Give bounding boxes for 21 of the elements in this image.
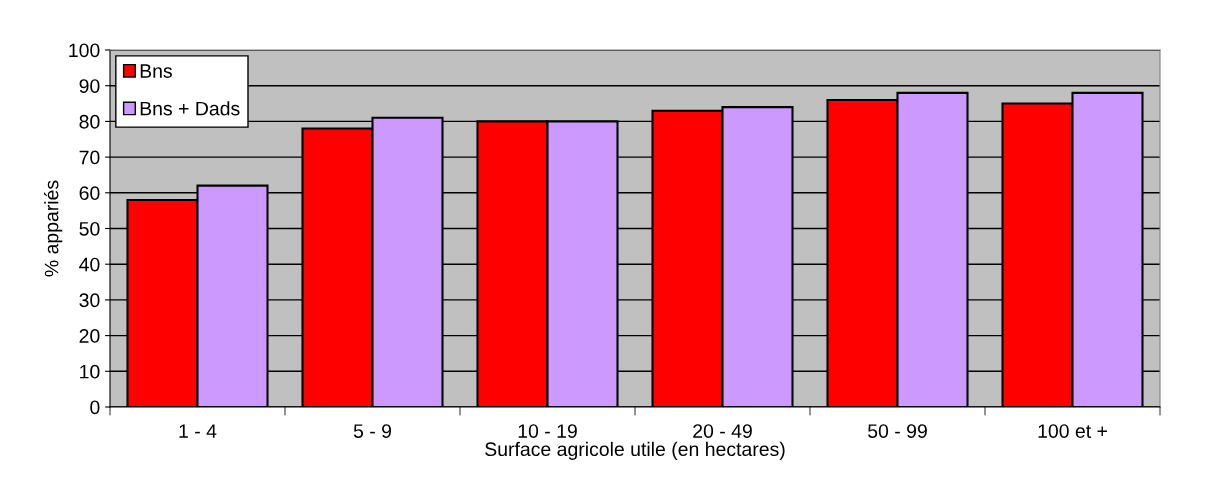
y-tick-label: 10 bbox=[80, 364, 100, 379]
y-tick-label: 30 bbox=[79, 293, 100, 308]
y-tick-label: 40 bbox=[79, 257, 100, 272]
y-tick-label: 0 bbox=[90, 400, 100, 415]
y-tick-label: 90 bbox=[79, 79, 100, 93]
x-tick-label: 1 - 4 bbox=[179, 424, 217, 438]
legend-label: Bns + Dads bbox=[140, 101, 240, 116]
legend-label: Bns bbox=[140, 64, 172, 78]
y-tick-label: 100 bbox=[69, 43, 100, 58]
x-tick-label: 100 et + bbox=[1038, 424, 1107, 438]
x-axis-title: Surface agricole utile (en hectares) bbox=[485, 441, 785, 460]
x-tick-label: 10 - 19 bbox=[518, 424, 577, 438]
y-tick-label: 50 bbox=[79, 221, 100, 236]
x-tick-label: 20 - 49 bbox=[693, 424, 752, 438]
y-axis-title: % appariés bbox=[43, 180, 63, 277]
x-tick-label: 5 - 9 bbox=[353, 424, 392, 438]
y-tick-label: 60 bbox=[79, 186, 100, 201]
y-tick-label: 20 bbox=[79, 329, 100, 343]
y-tick-label: 80 bbox=[79, 114, 100, 129]
y-tick-label: 70 bbox=[79, 150, 100, 165]
x-tick-label: 50 - 99 bbox=[868, 424, 927, 438]
